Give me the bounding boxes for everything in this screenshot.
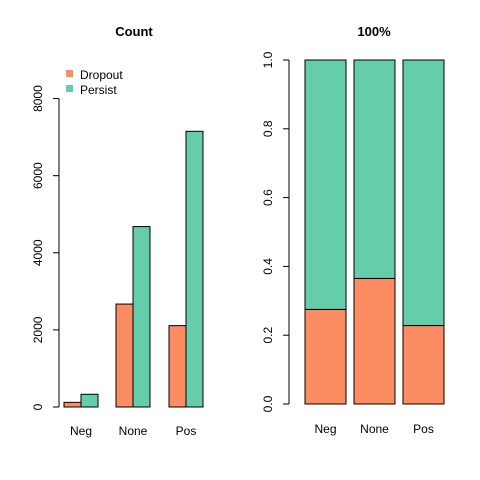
count-bar-persist-pos: [185, 130, 204, 408]
legend-swatch-persist: [66, 85, 73, 92]
count-x-label: Pos: [176, 424, 197, 438]
percent-bar-dropout-pos: [402, 325, 445, 405]
count-y-tick-label: 8000: [31, 85, 45, 112]
percent-y-tick-label: 0.0: [261, 395, 275, 412]
percent-bar-dropout-none: [353, 277, 396, 405]
percent-y-tick-label: 0.4: [261, 258, 275, 275]
count-x-labels: Neg None Pos: [70, 424, 196, 438]
count-y-tick-label: 4000: [31, 239, 45, 266]
percent-y-tick-label: 0.6: [261, 189, 275, 206]
percent-y-ticks: 0.0 0.2 0.4 0.6 0.8 1.0: [261, 51, 289, 412]
count-x-label: Neg: [70, 424, 92, 438]
percent-y-tick-label: 0.2: [261, 327, 275, 344]
legend-label-persist: Persist: [80, 83, 117, 97]
percent-y-tick-label: 0.8: [261, 120, 275, 137]
legend-label-dropout: Dropout: [80, 68, 123, 82]
legend-swatch-dropout: [66, 70, 73, 77]
percent-bars: [304, 59, 445, 405]
percent-x-labels: Neg None Pos: [314, 422, 433, 436]
percent-bar-persist-pos: [402, 59, 445, 327]
count-bar-persist-none: [132, 226, 151, 408]
count-chart: Count 0 2000 4000 6000 8000 Neg None Pos Dropo…: [31, 24, 204, 438]
percent-chart-title: 100%: [357, 24, 391, 39]
count-chart-title: Count: [115, 24, 153, 39]
percent-x-label: Neg: [314, 422, 336, 436]
count-y-tick-label: 0: [31, 403, 45, 410]
percent-chart: 100% 0.0 0.2 0.4 0.6 0.8 1.0 Neg None Pos: [261, 24, 445, 436]
percent-x-label: None: [360, 422, 389, 436]
percent-y-tick-label: 1.0: [261, 51, 275, 68]
percent-bar-dropout-neg: [304, 308, 347, 405]
legend: Dropout Persist: [66, 68, 123, 97]
count-bar-dropout-pos: [168, 325, 187, 408]
count-x-label: None: [119, 424, 148, 438]
percent-bar-persist-none: [353, 59, 396, 279]
count-y-tick-label: 6000: [31, 162, 45, 189]
percent-bar-persist-neg: [304, 59, 347, 310]
count-y-ticks: 0 2000 4000 6000 8000: [31, 85, 59, 410]
count-y-tick-label: 2000: [31, 316, 45, 343]
count-bar-dropout-none: [115, 303, 134, 408]
count-bars: [63, 130, 204, 408]
count-bar-persist-neg: [80, 393, 99, 408]
count-bar-dropout-neg: [63, 401, 82, 408]
percent-x-label: Pos: [413, 422, 434, 436]
